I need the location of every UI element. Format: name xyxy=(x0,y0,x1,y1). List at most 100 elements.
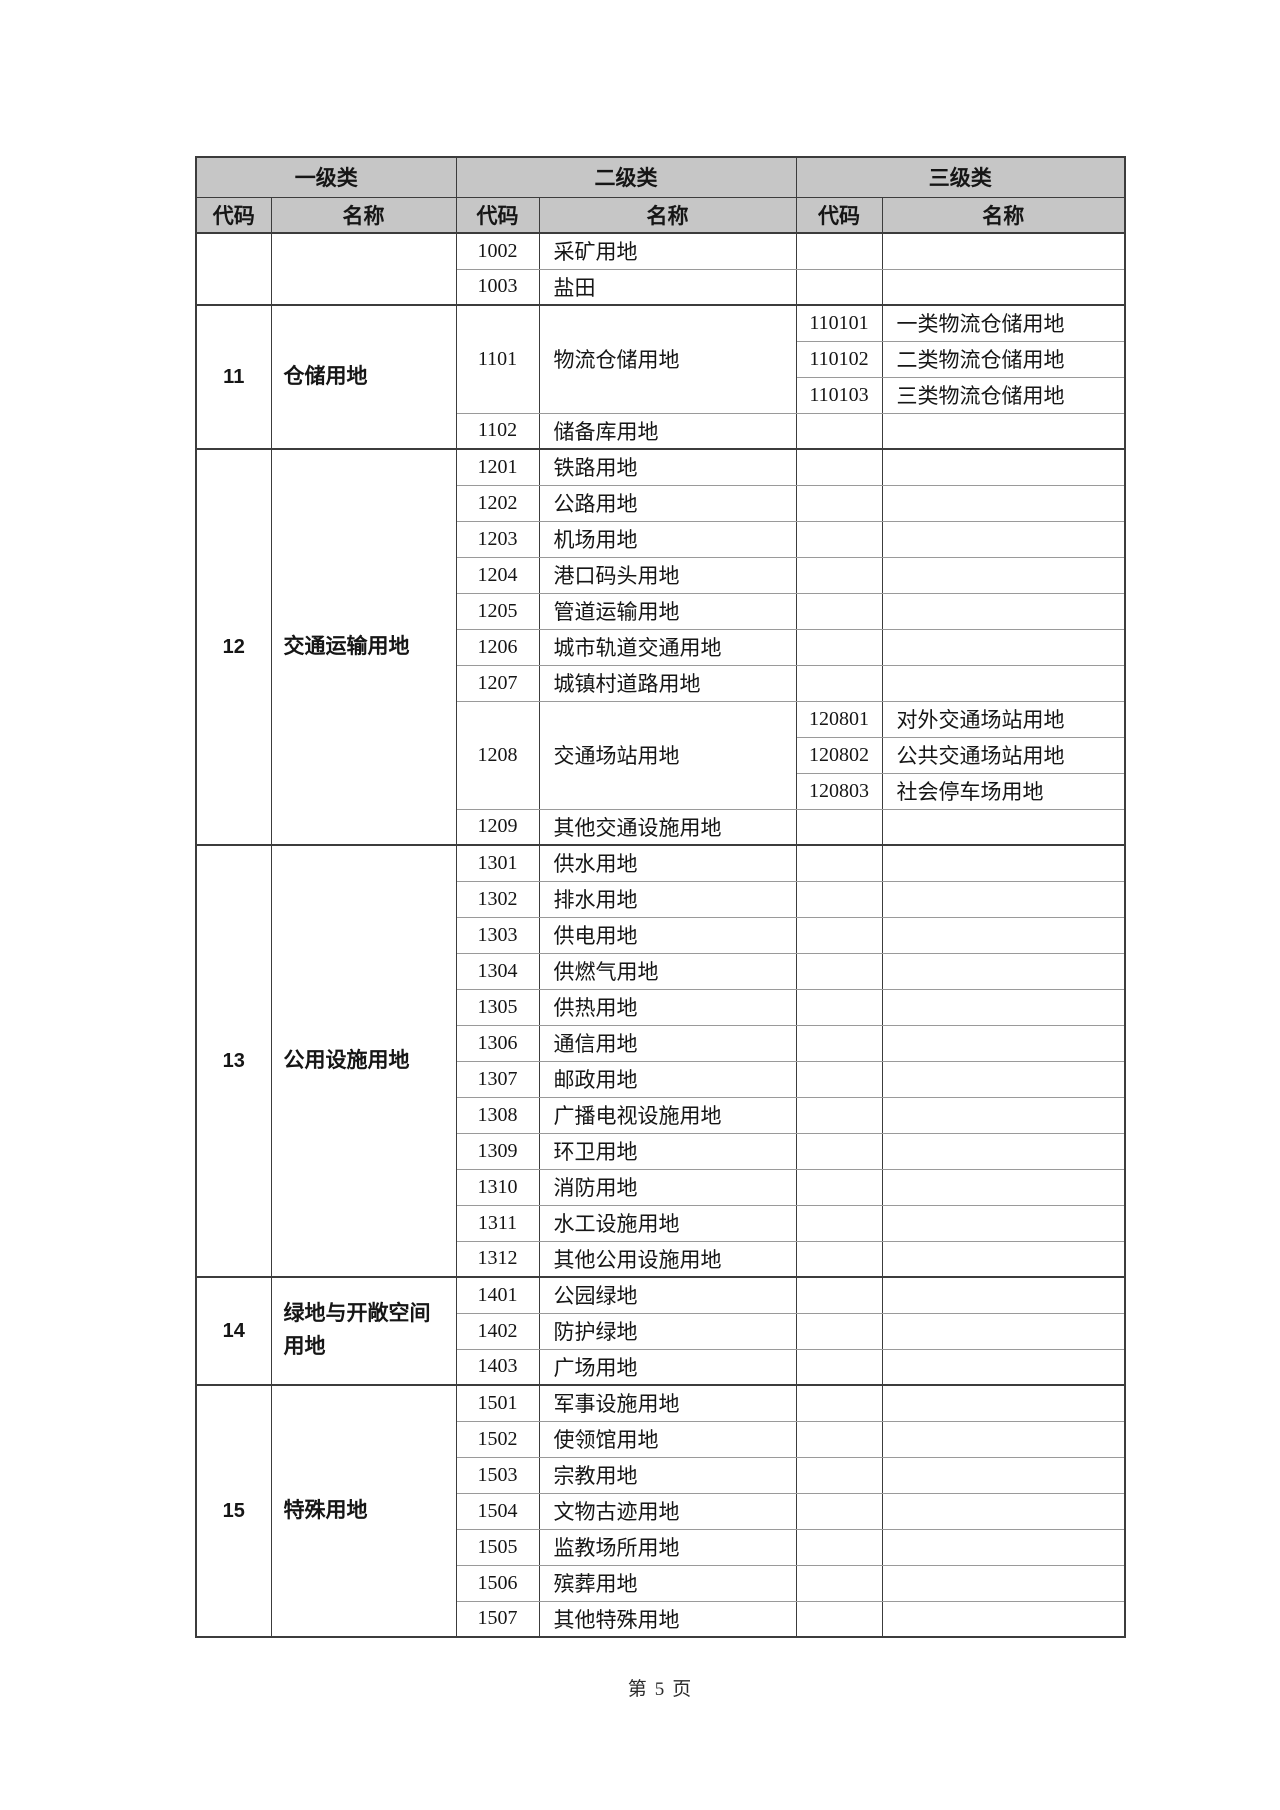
table-row: 1204 港口码头用地 xyxy=(196,556,1126,594)
l3-name-cell xyxy=(881,412,1126,450)
l3-name-cell: 公共交通场站用地 xyxy=(881,736,1126,774)
l3-name-cell xyxy=(881,1456,1126,1494)
l3-code-cell xyxy=(795,1456,883,1494)
l1-name-cell: 公用设施用地 xyxy=(270,844,457,1278)
l2-name-cell: 机场用地 xyxy=(538,520,797,558)
table-row: 1506 殡葬用地 xyxy=(196,1564,1126,1602)
header-level3: 三级类 xyxy=(795,156,1126,198)
l3-code-cell xyxy=(795,952,883,990)
header-row-columns: 代码 名称 代码 名称 代码 名称 xyxy=(195,196,1126,234)
table-row: 1304 供燃气用地 xyxy=(196,952,1126,990)
l3-code-cell xyxy=(795,916,883,954)
table-row: 1503 宗教用地 xyxy=(196,1456,1126,1494)
l3-code-cell xyxy=(795,268,883,306)
table-row: 1206 城市轨道交通用地 xyxy=(196,628,1126,666)
table-header: 一级类 二级类 三级类 代码 名称 代码 名称 代码 名称 xyxy=(195,156,1126,234)
footer-prefix: 第 xyxy=(627,1679,647,1700)
l3-name-cell xyxy=(881,592,1126,630)
l3-code-cell xyxy=(795,1240,883,1278)
l2-name-cell: 盐田 xyxy=(538,268,797,306)
l2-name-cell: 城市轨道交通用地 xyxy=(538,628,797,666)
l3-name-cell xyxy=(881,1312,1126,1350)
l2-name-cell: 防护绿地 xyxy=(538,1312,797,1350)
l2-name-cell: 军事设施用地 xyxy=(538,1384,797,1422)
l2-code-cell: 1306 xyxy=(455,1024,540,1062)
l2-code-cell: 1203 xyxy=(455,520,540,558)
l3-name-cell xyxy=(881,1492,1126,1530)
l1-code-cell xyxy=(195,232,272,306)
l3-code-cell xyxy=(795,844,883,882)
l3-code-cell xyxy=(795,1312,883,1350)
header-l1-name: 名称 xyxy=(270,196,457,234)
table-row: 1403 广场用地 xyxy=(196,1348,1126,1386)
l2-code-cell: 1402 xyxy=(455,1312,540,1350)
l3-code-cell xyxy=(795,880,883,918)
l2-name-cell: 交通场站用地 xyxy=(538,700,797,810)
l3-name-cell xyxy=(881,628,1126,666)
table-row: 11 仓储用地 1101 物流仓储用地 110101 一类物流仓储用地 xyxy=(195,304,1126,450)
l2-name-cell: 供电用地 xyxy=(538,916,797,954)
l2-name-cell: 港口码头用地 xyxy=(538,556,797,594)
table-row: 1302 排水用地 xyxy=(196,880,1126,918)
l2-code-cell: 1502 xyxy=(455,1420,540,1458)
l2-code-cell: 1304 xyxy=(455,952,540,990)
l3-name-cell: 对外交通场站用地 xyxy=(881,700,1126,738)
l3-code-cell: 110101 xyxy=(795,304,883,342)
l3-code-cell xyxy=(795,808,883,846)
l3-code-cell xyxy=(795,628,883,666)
l1-name-cell xyxy=(270,232,457,306)
l3-code-cell xyxy=(795,1276,883,1314)
l2-code-cell: 1401 xyxy=(455,1276,540,1314)
l2-code-cell: 1204 xyxy=(455,556,540,594)
l2-name-cell: 供热用地 xyxy=(538,988,797,1026)
table-row: 1507 其他特殊用地 xyxy=(196,1600,1126,1638)
l2-name-cell: 殡葬用地 xyxy=(538,1564,797,1602)
l3-name-cell xyxy=(881,556,1126,594)
l2-name-cell: 使领馆用地 xyxy=(538,1420,797,1458)
l3-name-cell xyxy=(881,1420,1126,1458)
l3-code-cell xyxy=(795,592,883,630)
table-row: 1003 盐田 xyxy=(196,268,1126,306)
l2-name-cell: 铁路用地 xyxy=(538,448,797,486)
l3-code-cell: 120803 xyxy=(795,772,883,810)
header-l1-code: 代码 xyxy=(195,196,272,234)
l3-code-cell xyxy=(795,988,883,1026)
l2-code-cell: 1303 xyxy=(455,916,540,954)
header-level1: 一级类 xyxy=(195,156,457,198)
l3-name-cell xyxy=(881,1132,1126,1170)
l3-code-cell xyxy=(795,1384,883,1422)
l2-name-cell: 城镇村道路用地 xyxy=(538,664,797,702)
l3-name-cell xyxy=(881,1348,1126,1386)
table-row: 13 公用设施用地 1301 供水用地 xyxy=(195,844,1126,1278)
l3-name-cell: 一类物流仓储用地 xyxy=(881,304,1126,342)
l3-name-cell xyxy=(881,916,1126,954)
l2-code-cell: 1003 xyxy=(455,268,540,306)
l2-name-cell: 物流仓储用地 xyxy=(538,304,797,414)
l3-code-cell xyxy=(795,448,883,486)
l2-code-cell: 1207 xyxy=(455,664,540,702)
l3-name-cell xyxy=(881,1384,1126,1422)
l3-name-cell xyxy=(881,1204,1126,1242)
l3-name-cell xyxy=(881,1240,1126,1278)
l1-name-cell: 仓储用地 xyxy=(270,304,457,450)
l3-name-cell xyxy=(881,448,1126,486)
l2-name-cell: 公路用地 xyxy=(538,484,797,522)
table-row: 1002 采矿用地 xyxy=(195,232,1126,306)
l2-name-cell: 宗教用地 xyxy=(538,1456,797,1494)
l2-name-cell: 排水用地 xyxy=(538,880,797,918)
l2-code-cell: 1302 xyxy=(455,880,540,918)
l2-name-cell: 消防用地 xyxy=(538,1168,797,1206)
l2-code-cell: 1201 xyxy=(455,448,540,486)
l2-code-cell: 1503 xyxy=(455,1456,540,1494)
l2-name-cell: 广场用地 xyxy=(538,1348,797,1386)
page-number: 5 xyxy=(654,1679,665,1700)
l3-name-cell xyxy=(881,1276,1126,1314)
table-row: 1502 使领馆用地 xyxy=(196,1420,1126,1458)
l3-code-cell xyxy=(795,1600,883,1638)
l3-code-cell xyxy=(795,520,883,558)
table-row: 1307 邮政用地 xyxy=(196,1060,1126,1098)
l2-code-cell: 1209 xyxy=(455,808,540,846)
l2-name-cell: 广播电视设施用地 xyxy=(538,1096,797,1134)
table-row: 1306 通信用地 xyxy=(196,1024,1126,1062)
